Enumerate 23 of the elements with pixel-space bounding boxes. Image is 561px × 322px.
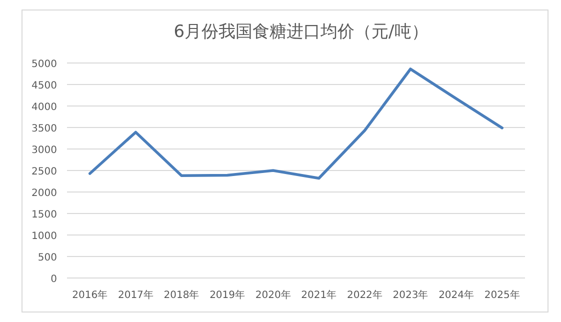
y-tick-label: 2500 — [32, 166, 57, 178]
x-tick-label: 2022年 — [346, 289, 382, 301]
x-tick-label: 2018年 — [164, 289, 200, 301]
x-tick-label: 2021年 — [301, 289, 337, 301]
y-tick-label: 3500 — [32, 124, 57, 134]
x-tick-label: 2017年 — [118, 289, 154, 301]
y-tick-label: 500 — [38, 252, 57, 264]
y-tick-label: 4000 — [32, 102, 57, 113]
line-series — [88, 68, 504, 180]
x-tick-label: 2025年 — [484, 289, 520, 301]
y-tick-label: 5000 — [32, 59, 57, 70]
y-tick-label: 0 — [50, 274, 57, 285]
chart-title: 6月份我国食糖进口均价（元/吨） — [174, 22, 428, 42]
y-tick-label: 1000 — [32, 231, 57, 242]
x-tick-label: 2023年 — [392, 289, 428, 301]
x-tick-label: 2020年 — [255, 289, 291, 301]
y-tick-label: 3000 — [32, 145, 57, 156]
y-tick-label: 2000 — [32, 188, 57, 199]
x-tick-label: 2016年 — [72, 289, 108, 301]
x-tick-label: 2019年 — [210, 289, 246, 301]
x-tick-label: 2024年 — [438, 289, 474, 301]
y-tick-label: 4500 — [32, 80, 57, 92]
y-tick-label: 1500 — [32, 210, 57, 220]
